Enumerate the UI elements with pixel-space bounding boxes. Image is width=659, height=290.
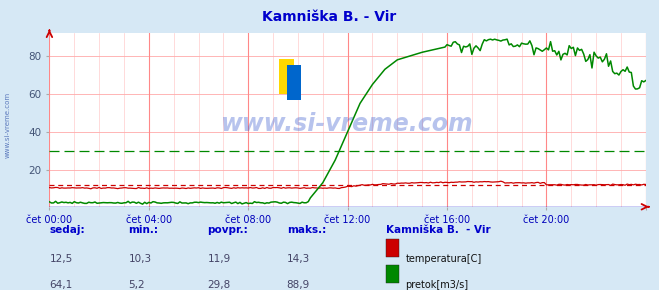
Text: 14,3: 14,3 bbox=[287, 254, 310, 264]
Text: pretok[m3/s]: pretok[m3/s] bbox=[405, 280, 469, 290]
Text: 12,5: 12,5 bbox=[49, 254, 72, 264]
Text: www.si-vreme.com: www.si-vreme.com bbox=[5, 92, 11, 158]
Text: 88,9: 88,9 bbox=[287, 280, 310, 290]
Text: Kamniška B. - Vir: Kamniška B. - Vir bbox=[262, 10, 397, 24]
Text: 10,3: 10,3 bbox=[129, 254, 152, 264]
Text: 64,1: 64,1 bbox=[49, 280, 72, 290]
Text: temperatura[C]: temperatura[C] bbox=[405, 254, 482, 264]
Text: 11,9: 11,9 bbox=[208, 254, 231, 264]
Text: sedaj:: sedaj: bbox=[49, 225, 85, 235]
Text: povpr.:: povpr.: bbox=[208, 225, 248, 235]
Text: 5,2: 5,2 bbox=[129, 280, 145, 290]
Text: Kamniška B.  - Vir: Kamniška B. - Vir bbox=[386, 225, 490, 235]
Text: 29,8: 29,8 bbox=[208, 280, 231, 290]
Text: maks.:: maks.: bbox=[287, 225, 326, 235]
Text: www.si-vreme.com: www.si-vreme.com bbox=[221, 112, 474, 136]
Text: min.:: min.: bbox=[129, 225, 159, 235]
